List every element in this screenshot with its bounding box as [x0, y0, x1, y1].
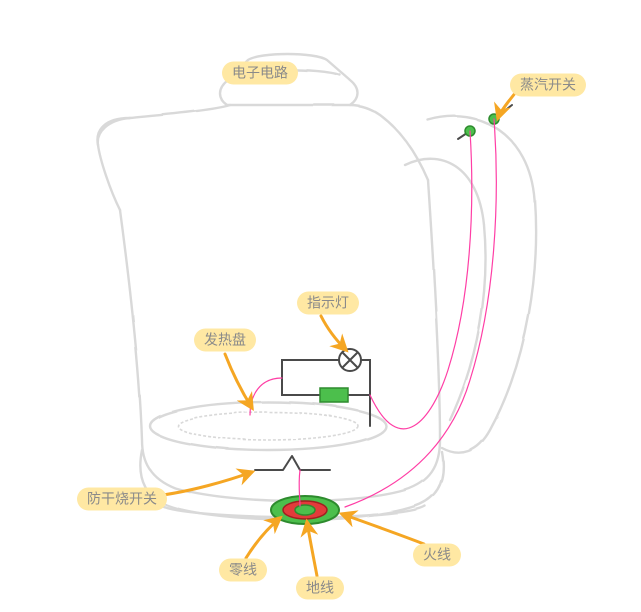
label-heater-plate: 发热盘: [194, 329, 256, 352]
label-neutral-wire: 零线: [219, 559, 267, 582]
heater-plate: [150, 402, 386, 450]
base-connector: [271, 496, 339, 524]
label-live-wire: 火线: [413, 544, 461, 567]
indicator-schematic: [282, 349, 370, 426]
label-indicator-lamp: 指示灯: [297, 292, 359, 315]
label-steam-switch: 蒸汽开关: [510, 74, 586, 97]
dry-burn-switch-symbol: [255, 456, 330, 470]
label-dry-burn-switch: 防干烧开关: [77, 488, 167, 511]
label-ground-wire: 地线: [296, 577, 344, 600]
kettle-body: [97, 54, 536, 520]
label-lid: 电子电路: [222, 62, 298, 85]
